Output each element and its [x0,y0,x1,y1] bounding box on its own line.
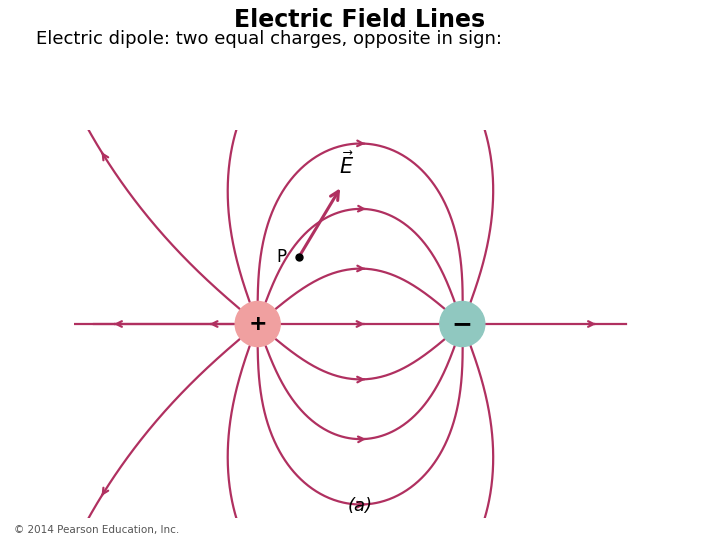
Text: Electric Field Lines: Electric Field Lines [235,8,485,32]
Circle shape [440,301,485,347]
Text: P: P [276,248,287,267]
Text: (a): (a) [348,497,372,515]
Circle shape [235,301,280,347]
Text: Electric dipole: two equal charges, opposite in sign:: Electric dipole: two equal charges, oppo… [36,30,502,48]
Text: −: − [452,312,473,336]
Text: © 2014 Pearson Education, Inc.: © 2014 Pearson Education, Inc. [14,524,180,535]
Text: +: + [248,314,267,334]
Text: $\vec{E}$: $\vec{E}$ [339,151,354,178]
